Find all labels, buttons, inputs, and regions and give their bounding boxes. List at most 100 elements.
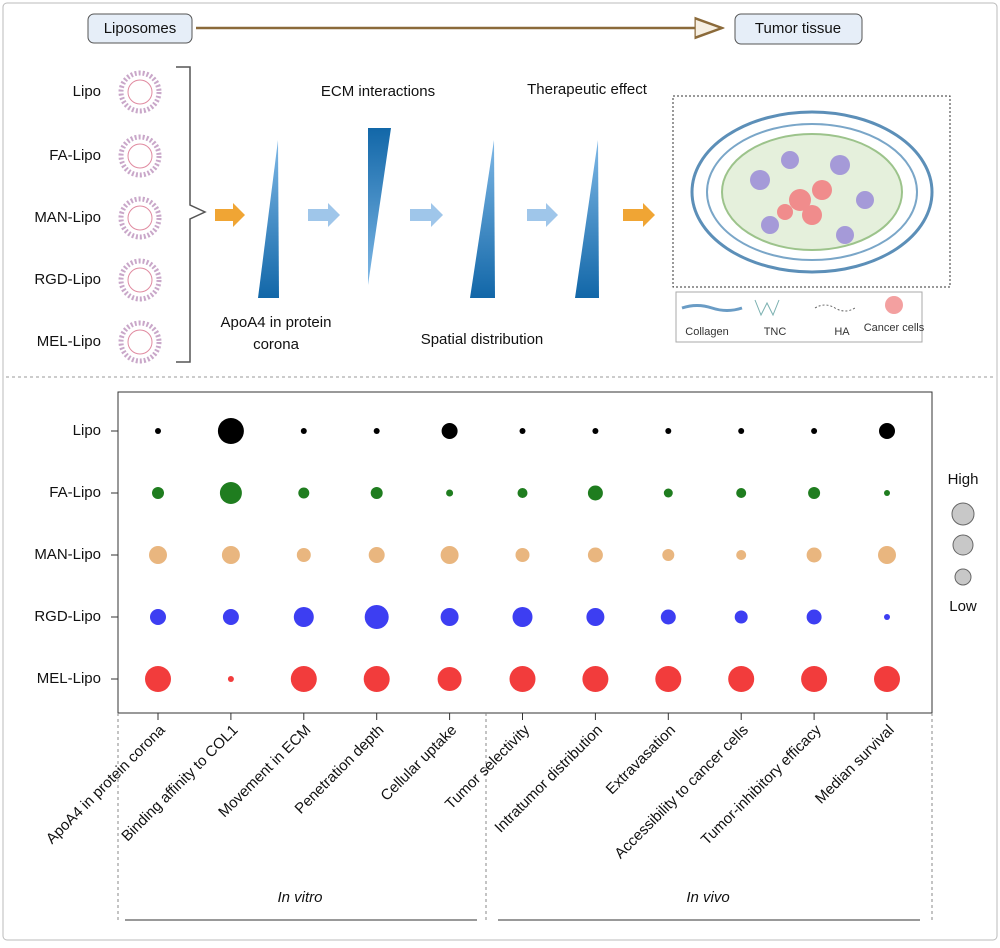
liposome-icon	[118, 134, 162, 178]
formulation-label: RGD-Lipo	[34, 271, 101, 288]
x-tick-label: Accessibility to cancer cells	[611, 722, 752, 863]
bubble	[437, 667, 462, 691]
group-label: In vitro	[277, 889, 322, 906]
bubble	[884, 490, 890, 496]
bracket	[176, 66, 207, 363]
formulation-label: Lipo	[73, 83, 101, 100]
bubble	[509, 666, 536, 692]
bubble	[293, 607, 314, 627]
bubble	[300, 428, 307, 434]
bubble	[370, 487, 383, 499]
tumor-legend-label: Cancer cells	[864, 322, 925, 334]
liposome-core	[127, 329, 153, 355]
bubble	[662, 549, 675, 561]
bubble	[806, 609, 822, 625]
group-label: In vivo	[686, 889, 729, 906]
bubble	[446, 489, 454, 497]
bubble	[363, 666, 390, 692]
bubble	[878, 546, 896, 564]
bubble	[298, 487, 310, 499]
y-tick-label: MAN-Lipo	[34, 546, 101, 563]
bubble	[811, 428, 818, 434]
bubble	[227, 676, 234, 682]
bubble	[519, 428, 526, 434]
plot-frame	[117, 391, 933, 714]
bubble	[663, 488, 673, 498]
x-tick-label: Tumor-inhibitory efficacy	[698, 721, 825, 848]
bubble	[290, 666, 317, 692]
bubble	[515, 548, 530, 562]
bubble	[222, 609, 239, 625]
size-legend-label: Low	[949, 598, 977, 615]
liposome-core	[127, 267, 153, 293]
bubble	[736, 488, 747, 498]
bubble	[879, 423, 895, 439]
bubble	[440, 546, 459, 564]
bubble	[219, 482, 242, 504]
formulation-label: MAN-Lipo	[34, 209, 101, 226]
liposome-core	[127, 79, 153, 105]
bubble	[874, 666, 900, 692]
liposome-core	[127, 205, 153, 231]
stage-label: ECM interactions	[321, 83, 435, 100]
bubble	[655, 666, 682, 692]
formulation-label: FA-Lipo	[49, 147, 101, 164]
bubble	[738, 428, 745, 434]
end-box	[734, 13, 863, 45]
start-box	[87, 13, 193, 44]
bubble	[517, 488, 528, 498]
tumor-legend-label: TNC	[764, 326, 787, 338]
bubble	[582, 666, 609, 692]
stage-label: Therapeutic effect	[527, 81, 648, 98]
bubble	[884, 614, 890, 620]
bubble	[808, 487, 821, 499]
bubble	[217, 418, 244, 444]
bubble	[152, 487, 164, 499]
bubble	[155, 428, 161, 434]
x-tick-label: ApoA4 in protein corona	[43, 721, 169, 847]
start-label: Liposomes	[104, 20, 177, 37]
bubble	[440, 608, 459, 626]
formulation-label: MEL-Lipo	[37, 333, 101, 350]
stage-label: Spatial distribution	[421, 331, 544, 348]
bubble	[149, 546, 167, 564]
size-legend-icons	[951, 502, 975, 586]
bubble	[441, 423, 458, 439]
bubble	[665, 428, 672, 434]
bubble	[150, 609, 166, 625]
liposome-icon	[118, 320, 162, 364]
y-tick-label: FA-Lipo	[49, 484, 101, 501]
bubble	[592, 428, 599, 434]
bubble	[296, 548, 311, 562]
y-tick-label: Lipo	[73, 422, 101, 439]
bubble	[734, 610, 748, 624]
end-label: Tumor tissue	[755, 20, 841, 37]
liposomes	[118, 70, 162, 364]
tumor-legend-label: HA	[834, 326, 850, 338]
x-tick-label: Extravasation	[603, 722, 679, 798]
bubble	[512, 607, 533, 627]
bubble	[373, 428, 380, 434]
bubble	[587, 547, 603, 563]
liposome-icon	[118, 70, 162, 114]
bubble	[660, 609, 676, 625]
x-tick-label: Median survival	[812, 722, 898, 808]
bubble	[806, 547, 822, 563]
y-tick-label: RGD-Lipo	[34, 608, 101, 625]
stage-label: ApoA4 in protein corona	[220, 314, 332, 353]
x-tick-label: Cellular uptake	[377, 722, 460, 805]
wedges	[258, 128, 599, 298]
liposome-icon	[118, 258, 162, 302]
bubble	[728, 666, 755, 692]
bubble	[368, 547, 385, 563]
tumor-legend-icons	[681, 296, 903, 317]
y-tick-label: MEL-Lipo	[37, 670, 101, 687]
bubble	[587, 485, 603, 501]
tumor-legend-label: Collagen	[685, 326, 728, 338]
stage-label-box: ApoA4 in protein corona	[220, 314, 332, 353]
liposome-icon	[118, 196, 162, 240]
liposome-core	[127, 143, 153, 169]
bubble	[586, 608, 605, 626]
